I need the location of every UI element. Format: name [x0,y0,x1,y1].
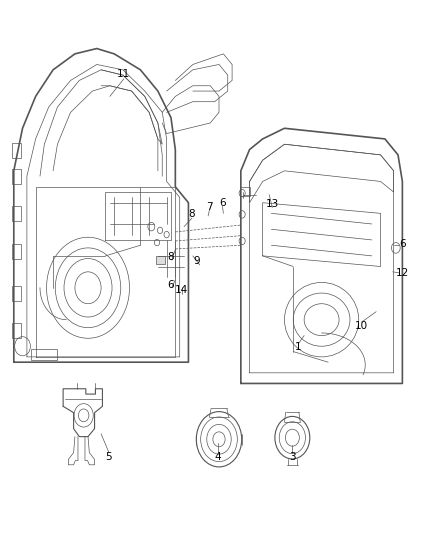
Text: 3: 3 [289,452,296,462]
Text: 1: 1 [295,342,302,352]
Text: 6: 6 [399,239,406,249]
Text: 4: 4 [215,452,222,462]
Text: 10: 10 [355,321,368,331]
FancyBboxPatch shape [155,256,165,264]
Text: 8: 8 [189,209,195,220]
Text: 8: 8 [167,252,173,262]
Text: 6: 6 [219,198,226,208]
Text: 11: 11 [117,69,131,79]
Text: 14: 14 [175,286,188,295]
Text: 6: 6 [167,280,173,290]
Text: 7: 7 [206,202,213,212]
Text: 13: 13 [265,199,279,209]
Text: 5: 5 [106,452,112,462]
Text: 9: 9 [194,256,201,266]
Text: 12: 12 [396,268,409,278]
